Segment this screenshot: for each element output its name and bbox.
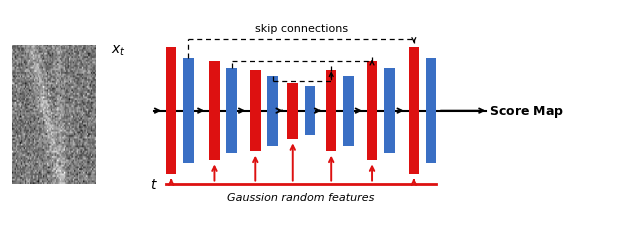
Bar [267, 76, 278, 146]
Bar [288, 83, 298, 139]
Bar [226, 69, 237, 153]
Bar [209, 62, 219, 160]
Text: Gaussion random features: Gaussion random features [228, 192, 375, 202]
Bar [305, 87, 316, 136]
Bar [367, 62, 378, 160]
Bar [426, 59, 436, 164]
Bar [326, 71, 337, 151]
Bar [184, 59, 194, 164]
Bar [250, 71, 260, 151]
Text: $\bf{Score\ Map}$: $\bf{Score\ Map}$ [489, 103, 564, 119]
Bar [166, 48, 177, 174]
Text: $t$: $t$ [150, 178, 158, 192]
Bar [343, 76, 354, 146]
Bar [384, 69, 395, 153]
Text: skip connections: skip connections [255, 23, 348, 33]
Text: $x_t$: $x_t$ [111, 44, 126, 58]
Bar [409, 48, 419, 174]
